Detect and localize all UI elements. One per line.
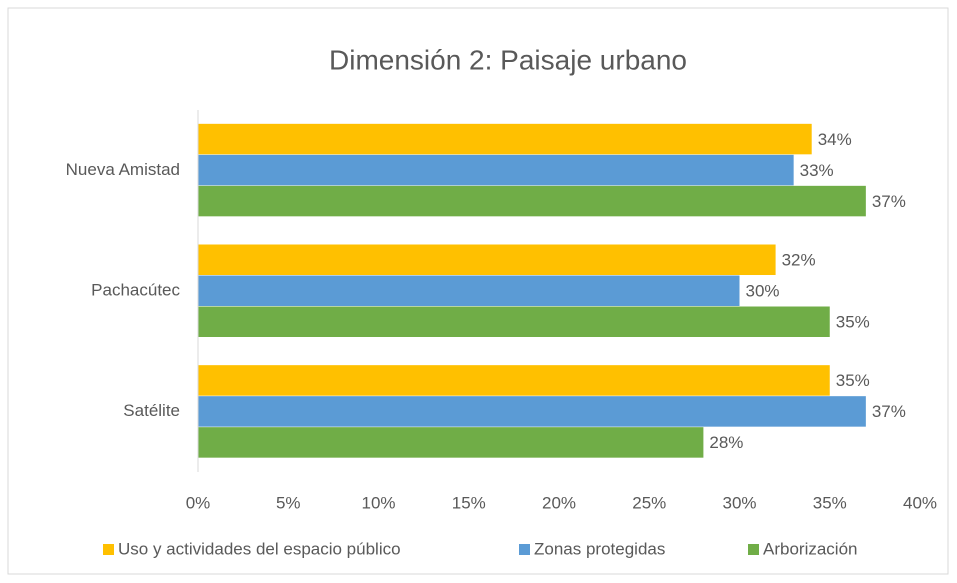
bar [198,306,830,337]
bar [198,427,704,458]
legend-swatch [103,544,114,555]
data-label: 33% [800,161,834,180]
x-tick-label: 5% [276,493,301,512]
x-tick-label: 35% [813,493,847,512]
bar [198,185,866,217]
x-tick-label: 30% [722,493,756,512]
data-label: 37% [872,402,906,421]
x-tick-label: 40% [903,493,937,512]
data-label: 35% [836,312,870,331]
x-tick-label: 10% [361,493,395,512]
x-tick-label: 25% [632,493,666,512]
y-tick-label: Satélite [123,401,180,420]
bar [198,244,776,275]
x-tick-label: 20% [542,493,576,512]
data-label: 37% [872,192,906,211]
legend-label: Zonas protegidas [534,539,665,558]
y-tick-label: Nueva Amistad [66,160,180,179]
data-label: 28% [709,433,743,452]
bar [198,154,794,186]
legend-label: Arborización [763,539,858,558]
x-tick-label: 0% [186,493,211,512]
y-tick-label: Pachacútec [91,280,180,299]
legend-swatch [748,544,759,555]
data-label: 32% [782,250,816,269]
data-label: 30% [746,281,780,300]
chart-title: Dimensión 2: Paisaje urbano [329,44,687,75]
legend-label: Uso y actividades del espacio público [118,539,401,558]
x-tick-label: 15% [452,493,486,512]
bar [198,396,866,427]
data-label: 35% [836,371,870,390]
data-label: 34% [818,130,852,149]
bar [198,275,740,306]
legend-swatch [519,544,530,555]
bar [198,123,812,155]
bar [198,365,830,396]
